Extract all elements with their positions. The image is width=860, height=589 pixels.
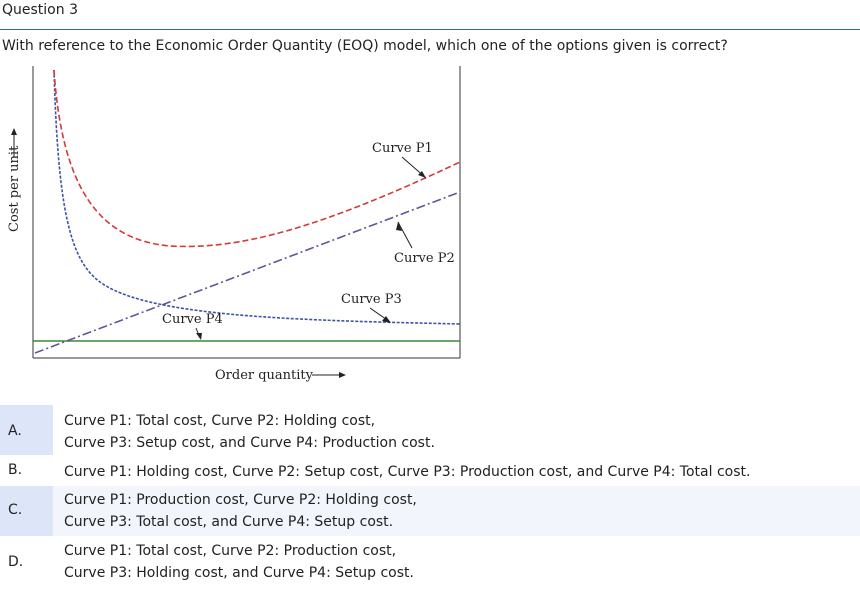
curve-p2-arrowhead xyxy=(396,222,402,231)
option-letter: A. xyxy=(8,423,22,439)
question-header: Question 3 xyxy=(0,0,860,30)
question-title: Question 3 xyxy=(2,2,78,18)
option-b[interactable]: B. Curve P1: Holding cost, Curve P2: Set… xyxy=(0,459,860,485)
option-text-line: Curve P3: Holding cost, and Curve P4: Se… xyxy=(64,565,414,581)
option-text-line: Curve P1: Production cost, Curve P2: Hol… xyxy=(64,492,417,508)
x-axis-label: Order quantity xyxy=(215,368,314,383)
eoq-chart: Curve P1 Curve P2 Curve P3 Curve P4 Orde… xyxy=(0,60,470,390)
curve-p2-label: Curve P2 xyxy=(394,251,455,266)
question-text: With reference to the Economic Order Qua… xyxy=(2,38,728,54)
option-letter: C. xyxy=(8,502,23,518)
curve-p2-pointer xyxy=(397,221,413,249)
option-letter: D. xyxy=(8,554,24,570)
curve-p3-label: Curve P3 xyxy=(341,292,402,307)
option-text-line: Curve P1: Holding cost, Curve P2: Setup … xyxy=(64,464,751,480)
option-c[interactable]: C. Curve P1: Production cost, Curve P2: … xyxy=(0,486,860,536)
curve-p1-line xyxy=(53,69,461,248)
y-axis-label-arrowhead xyxy=(11,128,17,135)
curve-p1-label: Curve P1 xyxy=(372,141,433,156)
option-d[interactable]: D. Curve P1: Total cost, Curve P2: Produ… xyxy=(0,537,860,589)
curve-p4-label: Curve P4 xyxy=(162,312,223,327)
curve-p2-line xyxy=(34,191,461,354)
eoq-chart-svg: Curve P1 Curve P2 Curve P3 Curve P4 Orde… xyxy=(7,66,461,383)
curve-p3-arrowhead xyxy=(382,316,391,323)
option-text-line: Curve P3: Total cost, and Curve P4: Setu… xyxy=(64,514,394,530)
option-text-line: Curve P1: Total cost, Curve P2: Producti… xyxy=(64,543,397,559)
curve-p3-line xyxy=(53,69,461,325)
x-axis-label-arrowhead xyxy=(339,372,346,378)
option-letter: B. xyxy=(8,462,23,478)
option-a[interactable]: A. Curve P1: Total cost, Curve P2: Holdi… xyxy=(0,405,860,455)
option-text-line: Curve P3: Setup cost, and Curve P4: Prod… xyxy=(64,435,435,451)
y-axis-label: Cost per unit xyxy=(7,145,22,232)
curve-p1-arrowhead xyxy=(418,171,426,178)
option-text-line: Curve P1: Total cost, Curve P2: Holding … xyxy=(64,413,376,429)
curve-p4-arrowhead xyxy=(196,333,202,340)
